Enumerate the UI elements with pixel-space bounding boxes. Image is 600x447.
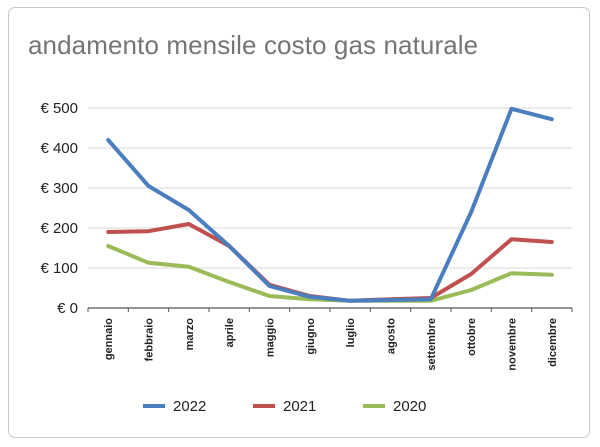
y-tick-label: € 500	[40, 100, 78, 117]
x-tick-label: ottobre	[466, 318, 478, 356]
x-tick-label: aprile	[224, 318, 236, 347]
x-tick-label: giugno	[305, 318, 317, 355]
x-tick-label: settembre	[426, 318, 438, 371]
x-tick-label: gennaio	[103, 318, 115, 360]
y-tick-label: € 0	[57, 300, 78, 317]
y-tick-label: € 100	[40, 260, 78, 277]
y-tick-label: € 400	[40, 140, 78, 157]
x-tick-label: novembre	[507, 318, 519, 371]
x-tick-label: agosto	[386, 318, 398, 354]
legend-label-2022: 2022	[173, 398, 206, 415]
y-tick-label: € 300	[40, 180, 78, 197]
x-tick-label: maggio	[265, 318, 277, 357]
x-tick-label: febbraio	[144, 318, 156, 362]
x-tick-label: luglio	[345, 318, 357, 348]
legend-label-2021: 2021	[283, 398, 316, 415]
legend-label-2020: 2020	[393, 398, 426, 415]
chart-frame	[8, 7, 590, 438]
series-line-2021	[106, 222, 554, 303]
chart-title: andamento mensile costo gas naturale	[28, 30, 479, 60]
x-tick-label: marzo	[184, 318, 196, 351]
y-tick-label: € 200	[40, 220, 78, 237]
series-line-2020	[106, 244, 554, 303]
series-line-2022	[106, 106, 554, 303]
x-tick-label: dicembre	[547, 318, 559, 367]
